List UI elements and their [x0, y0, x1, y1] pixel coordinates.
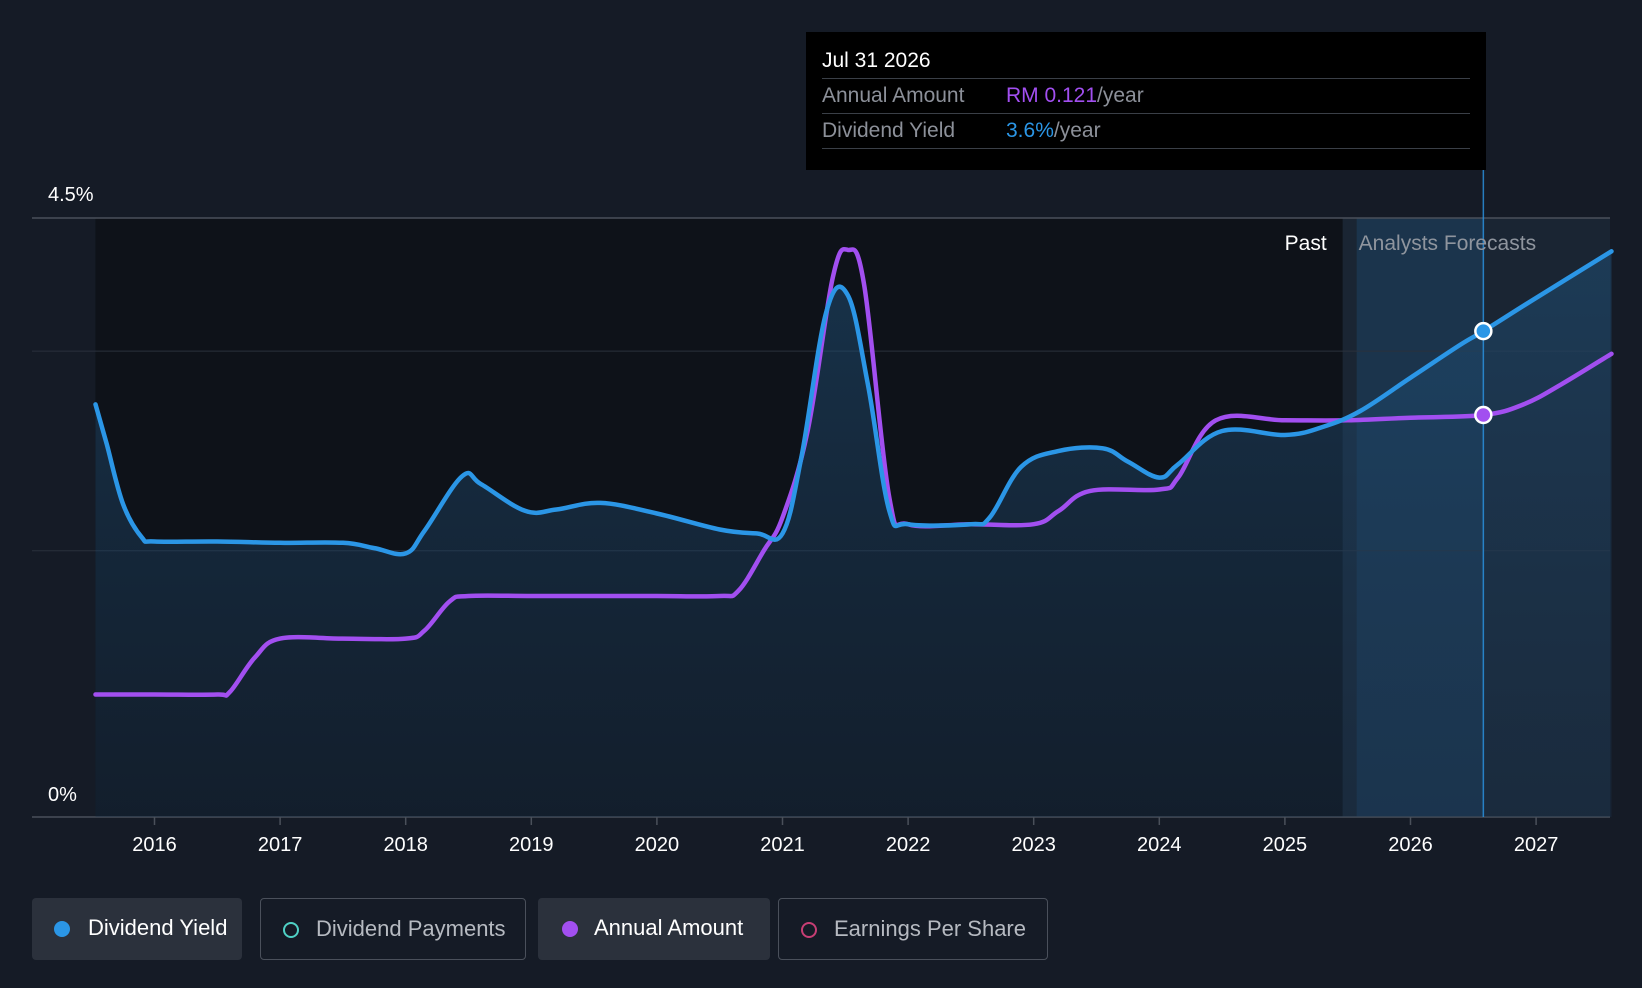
tooltip-unit: /year [1053, 119, 1101, 142]
tooltip-unit: /year [1097, 84, 1144, 107]
legend-dividend-payments[interactable]: Dividend Payments [260, 898, 526, 960]
tooltip-row-annual-amount: Annual Amount RM 0.121/year [822, 79, 1470, 114]
legend-label: Earnings Per Share [834, 916, 1026, 941]
tooltip-value: RM 0.121 [1006, 84, 1098, 107]
tooltip-value: 3.6% [1006, 119, 1054, 142]
dividend-yield-marker[interactable] [1474, 321, 1493, 341]
tooltip-label: Dividend Yield [822, 119, 956, 142]
legend-annual-amount[interactable]: Annual Amount [538, 898, 770, 960]
x-tick-label: 2025 [1263, 834, 1308, 856]
legend-earnings-per-share[interactable]: Earnings Per Share [778, 898, 1048, 960]
tooltip-label: Annual Amount [822, 84, 965, 107]
legend-ring-icon [283, 922, 299, 938]
x-tick-label: 2017 [258, 834, 303, 856]
annual-amount-line [93, 246, 1614, 698]
y-tick-label: 4.5% [48, 184, 94, 206]
legend-label: Dividend Payments [316, 916, 506, 941]
past-label: Past [1285, 232, 1327, 255]
annual-amount-marker[interactable] [1474, 405, 1493, 425]
legend-ring-icon [801, 922, 817, 938]
x-tick-label: 2021 [760, 834, 805, 856]
dividend-yield-line [93, 249, 1614, 557]
tooltip-date: Jul 31 2026 [822, 46, 1470, 79]
y-axis: 4.5% 0% [48, 184, 94, 806]
legend-dividend-yield[interactable]: Dividend Yield [32, 898, 242, 960]
chart-tooltip: Jul 31 2026 Annual Amount RM 0.121/year D… [806, 32, 1486, 170]
x-tick-label: 2020 [635, 834, 680, 856]
x-tick-label: 2019 [509, 834, 554, 856]
x-tick-label: 2023 [1011, 834, 1056, 856]
legend-label: Dividend Yield [88, 915, 228, 940]
x-tick-label: 2018 [383, 834, 428, 856]
x-tick-label: 2026 [1388, 834, 1433, 856]
dividend-yield-area [95, 251, 1612, 818]
legend-dot-icon [562, 921, 578, 937]
legend-dot-icon [54, 921, 70, 937]
y-tick-label: 0% [48, 784, 77, 806]
x-axis: 2016 2017 2018 2019 2020 2021 2022 2023 2024 2025… [132, 817, 1558, 856]
x-tick-label: 2024 [1137, 834, 1182, 856]
tooltip-row-dividend-yield: Dividend Yield 3.6%/year [822, 114, 1470, 149]
legend-label: Annual Amount [594, 915, 744, 940]
analysts-forecasts-label: Analysts Forecasts [1359, 232, 1536, 255]
x-tick-label: 2022 [886, 834, 931, 856]
x-tick-label: 2027 [1514, 834, 1559, 856]
x-tick-label: 2016 [132, 834, 177, 856]
